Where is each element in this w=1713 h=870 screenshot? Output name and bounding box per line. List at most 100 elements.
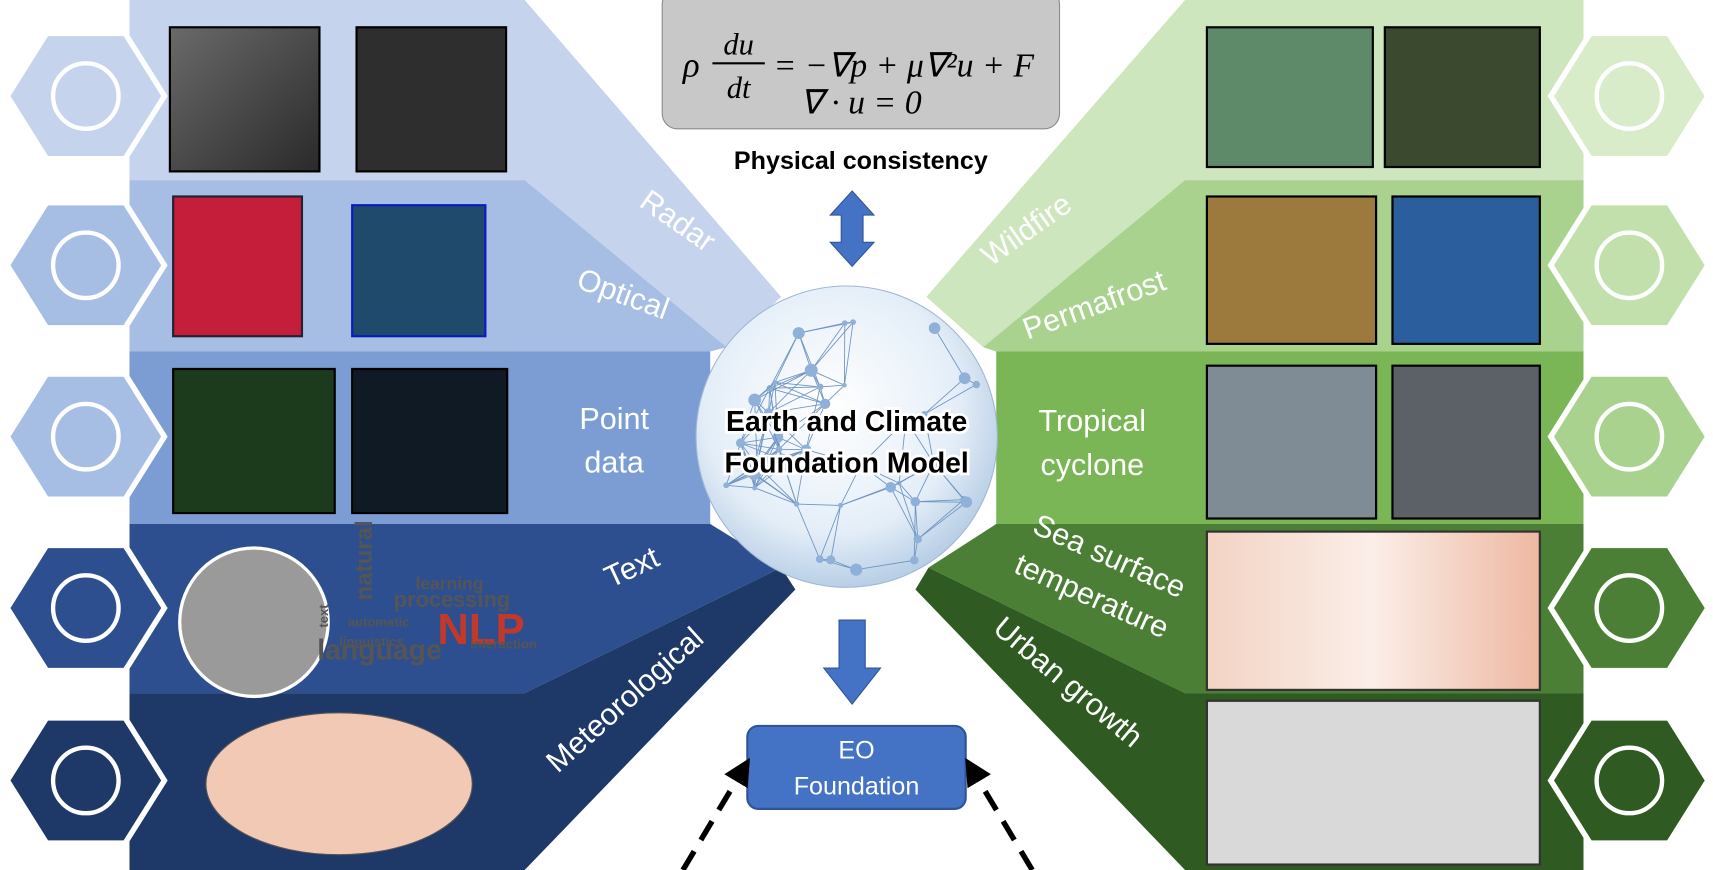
globe-edge — [768, 386, 821, 414]
globe-edge — [796, 503, 841, 506]
icon — [1594, 230, 1665, 301]
globe-edge — [725, 464, 758, 486]
globe-node — [850, 563, 863, 576]
globe-edge — [754, 459, 783, 489]
eq-num: du — [723, 28, 754, 62]
center-title: Earth and Climate — [726, 406, 967, 438]
globe-edge — [756, 437, 779, 466]
icon — [1594, 61, 1665, 131]
globe-edge — [740, 442, 758, 466]
hex-icon — [4, 199, 168, 331]
globe-edge — [753, 449, 807, 475]
eq-rhs: = −∇p + μ∇²u + F — [774, 47, 1035, 84]
globe-node — [775, 445, 783, 453]
globe-edge — [796, 503, 821, 560]
globe-node — [793, 501, 800, 507]
globe-edge — [805, 449, 861, 466]
globe-node — [766, 385, 773, 392]
globe-edge — [924, 377, 965, 415]
globe-edge — [860, 419, 907, 466]
globe-node — [816, 383, 824, 391]
globe-edge — [860, 464, 900, 484]
globe-edge — [725, 442, 742, 486]
globe-edge — [860, 464, 892, 488]
globe-node — [763, 408, 774, 418]
globe-edge — [810, 321, 854, 371]
globe-node — [910, 496, 921, 507]
label: data — [584, 446, 643, 480]
image — [355, 26, 508, 173]
globe-node — [958, 372, 971, 385]
globe-node — [842, 382, 847, 388]
globe-edge — [820, 384, 845, 388]
eo-line: Foundation — [794, 773, 920, 801]
image — [351, 204, 487, 338]
center-title: Foundation Model — [725, 448, 969, 480]
hex-icon — [1547, 371, 1712, 502]
globe-node — [858, 462, 864, 468]
image — [172, 367, 336, 515]
globe-edge — [774, 382, 779, 438]
globe-node — [838, 502, 844, 508]
icon — [1594, 745, 1665, 816]
hex-icon — [1547, 30, 1712, 162]
icon — [50, 573, 121, 643]
globe-edge — [805, 403, 826, 450]
globe-edge — [798, 332, 812, 371]
globe-edge — [756, 464, 797, 505]
globe-node — [841, 320, 848, 326]
image — [1205, 699, 1541, 866]
image — [1205, 26, 1374, 169]
globe-edge — [754, 487, 797, 505]
globe-node — [901, 415, 911, 424]
word-cloud-word: interaction — [470, 636, 537, 651]
globe-edge — [890, 463, 934, 488]
globe-edge — [810, 322, 846, 371]
globe-edge — [917, 501, 967, 540]
globe-node — [804, 363, 818, 377]
globe-edge — [774, 332, 800, 383]
globe-edge — [769, 369, 812, 389]
globe-edge — [756, 448, 780, 466]
image — [1205, 364, 1378, 520]
image — [1391, 195, 1541, 345]
globe-node — [723, 482, 730, 489]
globe-edge — [756, 412, 770, 466]
globe-node — [754, 462, 760, 468]
globe-node — [972, 380, 981, 389]
icon — [1594, 401, 1665, 472]
image — [205, 712, 473, 856]
globe-edge — [753, 437, 779, 475]
down-arrow — [822, 619, 882, 705]
eq-line2: ∇ · u = 0 — [800, 85, 922, 122]
globe-edge — [934, 327, 966, 379]
globe-edge — [726, 484, 755, 489]
globe-edge — [830, 505, 842, 560]
icon — [50, 230, 121, 301]
hex-icon — [4, 542, 168, 674]
globe-edge — [840, 486, 891, 506]
globe-edge — [754, 449, 807, 489]
icon — [1594, 573, 1665, 643]
word-cloud-word: linguistics — [339, 634, 404, 649]
eq-rho: ρ — [682, 45, 700, 84]
label: Tropical — [1039, 404, 1147, 438]
globe-edge — [753, 474, 797, 505]
globe-node — [800, 444, 812, 455]
globe-node — [815, 555, 824, 564]
label: cyclone — [1040, 448, 1144, 482]
globe-node — [819, 398, 831, 410]
globe-edge — [796, 449, 807, 505]
word-cloud-word: NLP — [437, 605, 524, 654]
globe-node — [960, 496, 973, 508]
globe-node — [826, 555, 836, 565]
dashed-arrow — [965, 757, 1035, 870]
globe-node — [772, 380, 778, 385]
globe-edge — [805, 386, 821, 450]
image — [178, 546, 330, 699]
hex-icon — [4, 715, 168, 846]
icon — [50, 61, 121, 131]
hex-icon — [1547, 542, 1712, 674]
globe-edge — [774, 381, 821, 388]
word-cloud-word: natural — [351, 520, 378, 600]
